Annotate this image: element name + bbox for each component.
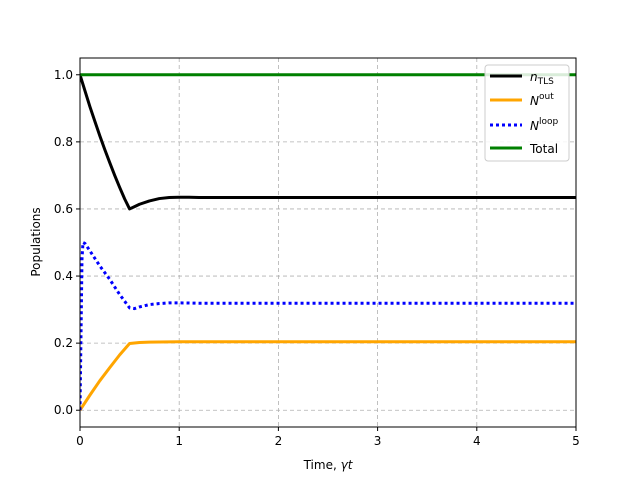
x-axis-ticks: 0 1 2 3 4 5 <box>76 427 580 448</box>
legend-label-nout: Nout <box>530 92 554 108</box>
series-line-nout <box>80 340 576 412</box>
x-tick-label: 4 <box>473 434 481 448</box>
y-axis-ticks: 0.0 0.2 0.4 0.6 0.8 1.0 <box>54 68 80 417</box>
legend-label-nloop: Nloop <box>530 117 558 133</box>
legend-box <box>484 64 570 162</box>
legend: nTLS Nout Nloop Total <box>484 64 570 162</box>
y-tick-label: 0.2 <box>54 336 73 350</box>
legend-label-total: Total <box>529 142 558 156</box>
x-tick-label: 1 <box>175 434 183 448</box>
x-tick-label: 3 <box>374 434 382 448</box>
y-tick-label: 0.0 <box>54 403 73 417</box>
x-tick-label: 2 <box>275 434 283 448</box>
y-tick-label: 0.4 <box>54 269 73 283</box>
x-axis-label: Time, γt <box>303 458 354 472</box>
series-line-ntls <box>80 74 576 211</box>
series-line-nloop <box>80 241 576 411</box>
x-tick-label: 5 <box>572 434 580 448</box>
y-tick-label: 1.0 <box>54 68 73 82</box>
x-tick-label: 0 <box>76 434 84 448</box>
y-tick-label: 0.6 <box>54 202 73 216</box>
y-axis-label: Populations <box>29 207 43 276</box>
y-tick-label: 0.8 <box>54 135 73 149</box>
plot-frame <box>79 57 577 428</box>
legend-label-ntls: nTLS <box>530 70 554 87</box>
